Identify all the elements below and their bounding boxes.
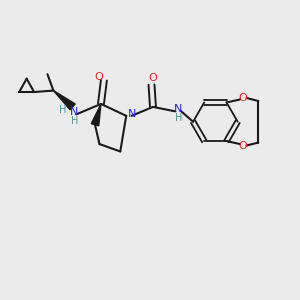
Text: N: N: [70, 107, 78, 117]
Text: N: N: [174, 104, 182, 114]
Text: O: O: [94, 72, 103, 82]
Text: H: H: [175, 113, 182, 123]
Text: O: O: [148, 73, 157, 83]
Text: O: O: [238, 140, 247, 151]
Text: O: O: [238, 93, 247, 103]
Text: H: H: [70, 116, 78, 126]
Polygon shape: [91, 104, 101, 126]
Text: N: N: [128, 109, 136, 119]
Polygon shape: [53, 91, 75, 110]
Text: H: H: [58, 105, 66, 115]
